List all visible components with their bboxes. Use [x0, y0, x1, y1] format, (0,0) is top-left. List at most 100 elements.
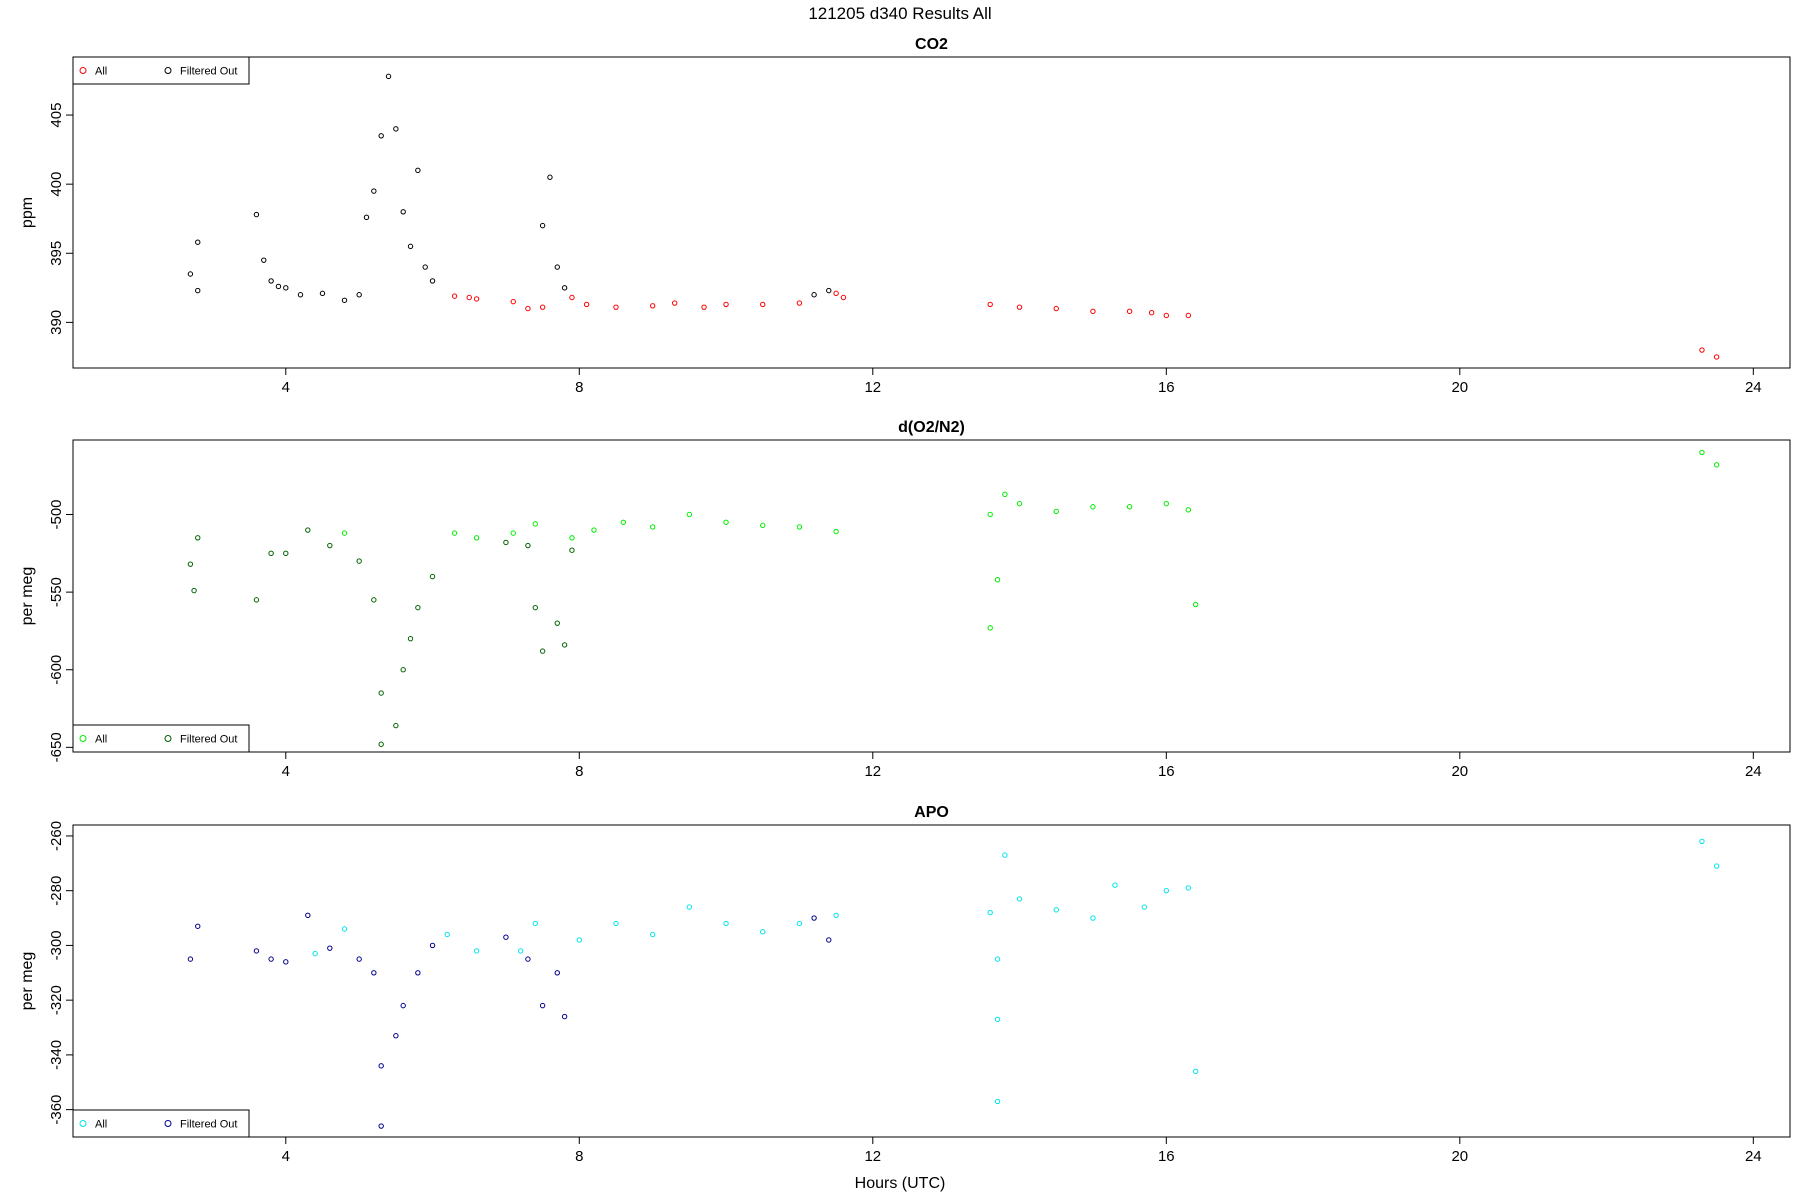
plot-frame	[72, 824, 1791, 1138]
y-tick-label: 390	[48, 310, 65, 335]
x-tick-label: 24	[1745, 379, 1762, 396]
data-point	[253, 211, 260, 218]
plot-frame	[72, 439, 1791, 753]
data-point	[1090, 504, 1096, 510]
data-point	[378, 133, 384, 139]
data-point	[327, 542, 333, 549]
data-point	[451, 293, 458, 299]
y-tick-label: -320	[48, 985, 65, 1015]
y-tick-label: -650	[48, 732, 65, 762]
data-point	[1699, 838, 1705, 845]
data-point	[1699, 449, 1705, 456]
data-point	[1053, 907, 1059, 913]
data-point	[268, 550, 274, 557]
data-point	[415, 604, 421, 611]
legend-label: All	[95, 66, 107, 78]
legend-box	[72, 56, 250, 85]
data-point	[371, 597, 377, 603]
x-tick-label: 8	[575, 763, 583, 780]
data-point	[312, 950, 318, 957]
data-point	[1002, 852, 1008, 858]
data-point	[1713, 462, 1720, 468]
data-point	[811, 915, 817, 921]
data-point	[429, 278, 436, 284]
data-point	[1713, 354, 1720, 360]
series-1	[187, 527, 575, 747]
data-point	[994, 956, 1001, 962]
data-point	[385, 73, 392, 80]
y-tick-label: -340	[48, 1040, 65, 1070]
data-point	[517, 948, 524, 954]
data-point	[187, 956, 194, 962]
panel-title: d(O2/N2)	[898, 419, 965, 436]
x-tick-label: 4	[282, 379, 290, 396]
x-tick-label: 24	[1745, 763, 1762, 780]
data-point	[1185, 312, 1192, 319]
data-point	[649, 931, 656, 938]
data-point	[532, 920, 538, 927]
data-point	[613, 304, 619, 310]
data-point	[539, 304, 546, 310]
data-point	[1016, 500, 1023, 507]
data-point	[473, 535, 480, 541]
data-point	[275, 283, 282, 290]
data-point	[833, 528, 839, 535]
y-axis-label: ppm	[19, 197, 36, 228]
legend-label: Filtered Out	[180, 1119, 237, 1131]
data-point	[393, 1033, 399, 1039]
y-tick-label: -550	[48, 577, 65, 607]
data-point	[525, 956, 531, 962]
data-point	[796, 300, 803, 306]
data-point	[826, 937, 832, 943]
x-tick-label: 12	[864, 1148, 881, 1165]
data-point	[1148, 310, 1155, 316]
data-point	[503, 539, 509, 546]
legend-marker	[164, 67, 172, 74]
data-point	[393, 722, 399, 729]
data-point	[415, 970, 421, 976]
data-point	[356, 956, 362, 962]
y-tick-label: -280	[48, 876, 65, 906]
data-point	[723, 519, 729, 525]
y-tick-label: -300	[48, 930, 65, 960]
data-point	[473, 296, 480, 302]
data-point	[561, 642, 568, 648]
y-axis-label: per meg	[19, 952, 36, 1011]
data-point	[554, 620, 560, 626]
legend: All Filtered Out	[72, 56, 250, 85]
data-point	[539, 1002, 546, 1009]
panel-0: CO2 4 8 12 16 20 24 390 395 400 405 ppm All Filtered …	[19, 36, 1791, 396]
data-point	[297, 292, 304, 298]
data-point	[686, 904, 693, 910]
data-point	[187, 561, 194, 567]
data-point	[760, 929, 766, 935]
data-point	[187, 271, 194, 277]
data-point	[283, 959, 289, 965]
data-point	[583, 301, 590, 308]
data-point	[539, 222, 546, 229]
data-point	[407, 635, 414, 642]
legend: All Filtered Out	[72, 724, 250, 753]
x-tick-label: 16	[1158, 1148, 1175, 1165]
legend-marker	[79, 1120, 87, 1127]
data-point	[400, 209, 406, 215]
data-point	[532, 521, 538, 527]
data-point	[378, 1063, 384, 1069]
data-point	[429, 573, 436, 580]
data-point	[451, 530, 458, 536]
x-tick-label: 4	[282, 1148, 290, 1165]
data-point	[796, 920, 803, 927]
data-point	[444, 931, 450, 938]
data-point	[1192, 1068, 1199, 1075]
data-point	[1090, 308, 1096, 315]
data-point	[994, 1098, 1001, 1105]
data-point	[826, 287, 832, 294]
data-point	[378, 690, 384, 696]
data-point	[195, 535, 201, 541]
data-point	[1016, 304, 1023, 310]
data-point	[356, 558, 362, 564]
data-point	[429, 942, 436, 949]
data-point	[1185, 885, 1192, 891]
data-point	[1126, 308, 1133, 315]
data-point	[591, 527, 597, 533]
